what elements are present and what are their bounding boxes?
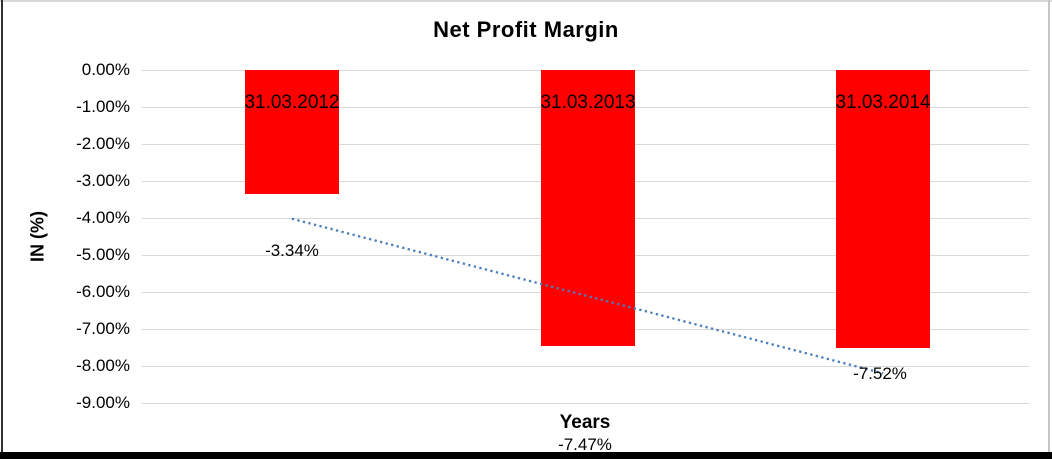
y-tick-label: -4.00% [76, 208, 130, 227]
y-tick-label: -3.00% [76, 171, 130, 190]
x-axis-title: Years [559, 412, 611, 433]
data-label: -3.34% [265, 241, 319, 260]
y-tick-label: -8.00% [76, 356, 130, 375]
y-axis-title: IN (%) [27, 211, 48, 263]
bar-31.03.2014 [836, 70, 930, 348]
y-tick-label: -9.00% [76, 393, 130, 412]
y-tick-label: -7.00% [76, 319, 130, 338]
y-tick-label: -5.00% [76, 245, 130, 264]
frame-border-bottom [0, 452, 1052, 459]
trendline [291, 217, 884, 375]
y-tick-label: -6.00% [76, 282, 130, 301]
category-label: 31.03.2014 [835, 92, 931, 113]
category-label: 31.03.2013 [540, 92, 636, 113]
y-tick-label: -2.00% [76, 134, 130, 153]
bar-31.03.2012 [245, 70, 339, 194]
frame-border-left [1, 0, 3, 459]
frame-border-right [1048, 0, 1050, 459]
frame-border-top [0, 0, 1052, 2]
gridline [142, 403, 1029, 404]
plot-area [142, 70, 1029, 404]
y-tick-label: 0.00% [81, 60, 130, 79]
gridline [142, 366, 1029, 367]
y-tick-label: -1.00% [76, 97, 130, 116]
bar-31.03.2013 [541, 70, 635, 346]
data-label: -7.52% [853, 364, 907, 383]
chart-title: Net Profit Margin [433, 17, 619, 42]
category-label: 31.03.2012 [244, 92, 340, 113]
data-label: -7.47% [558, 435, 612, 454]
